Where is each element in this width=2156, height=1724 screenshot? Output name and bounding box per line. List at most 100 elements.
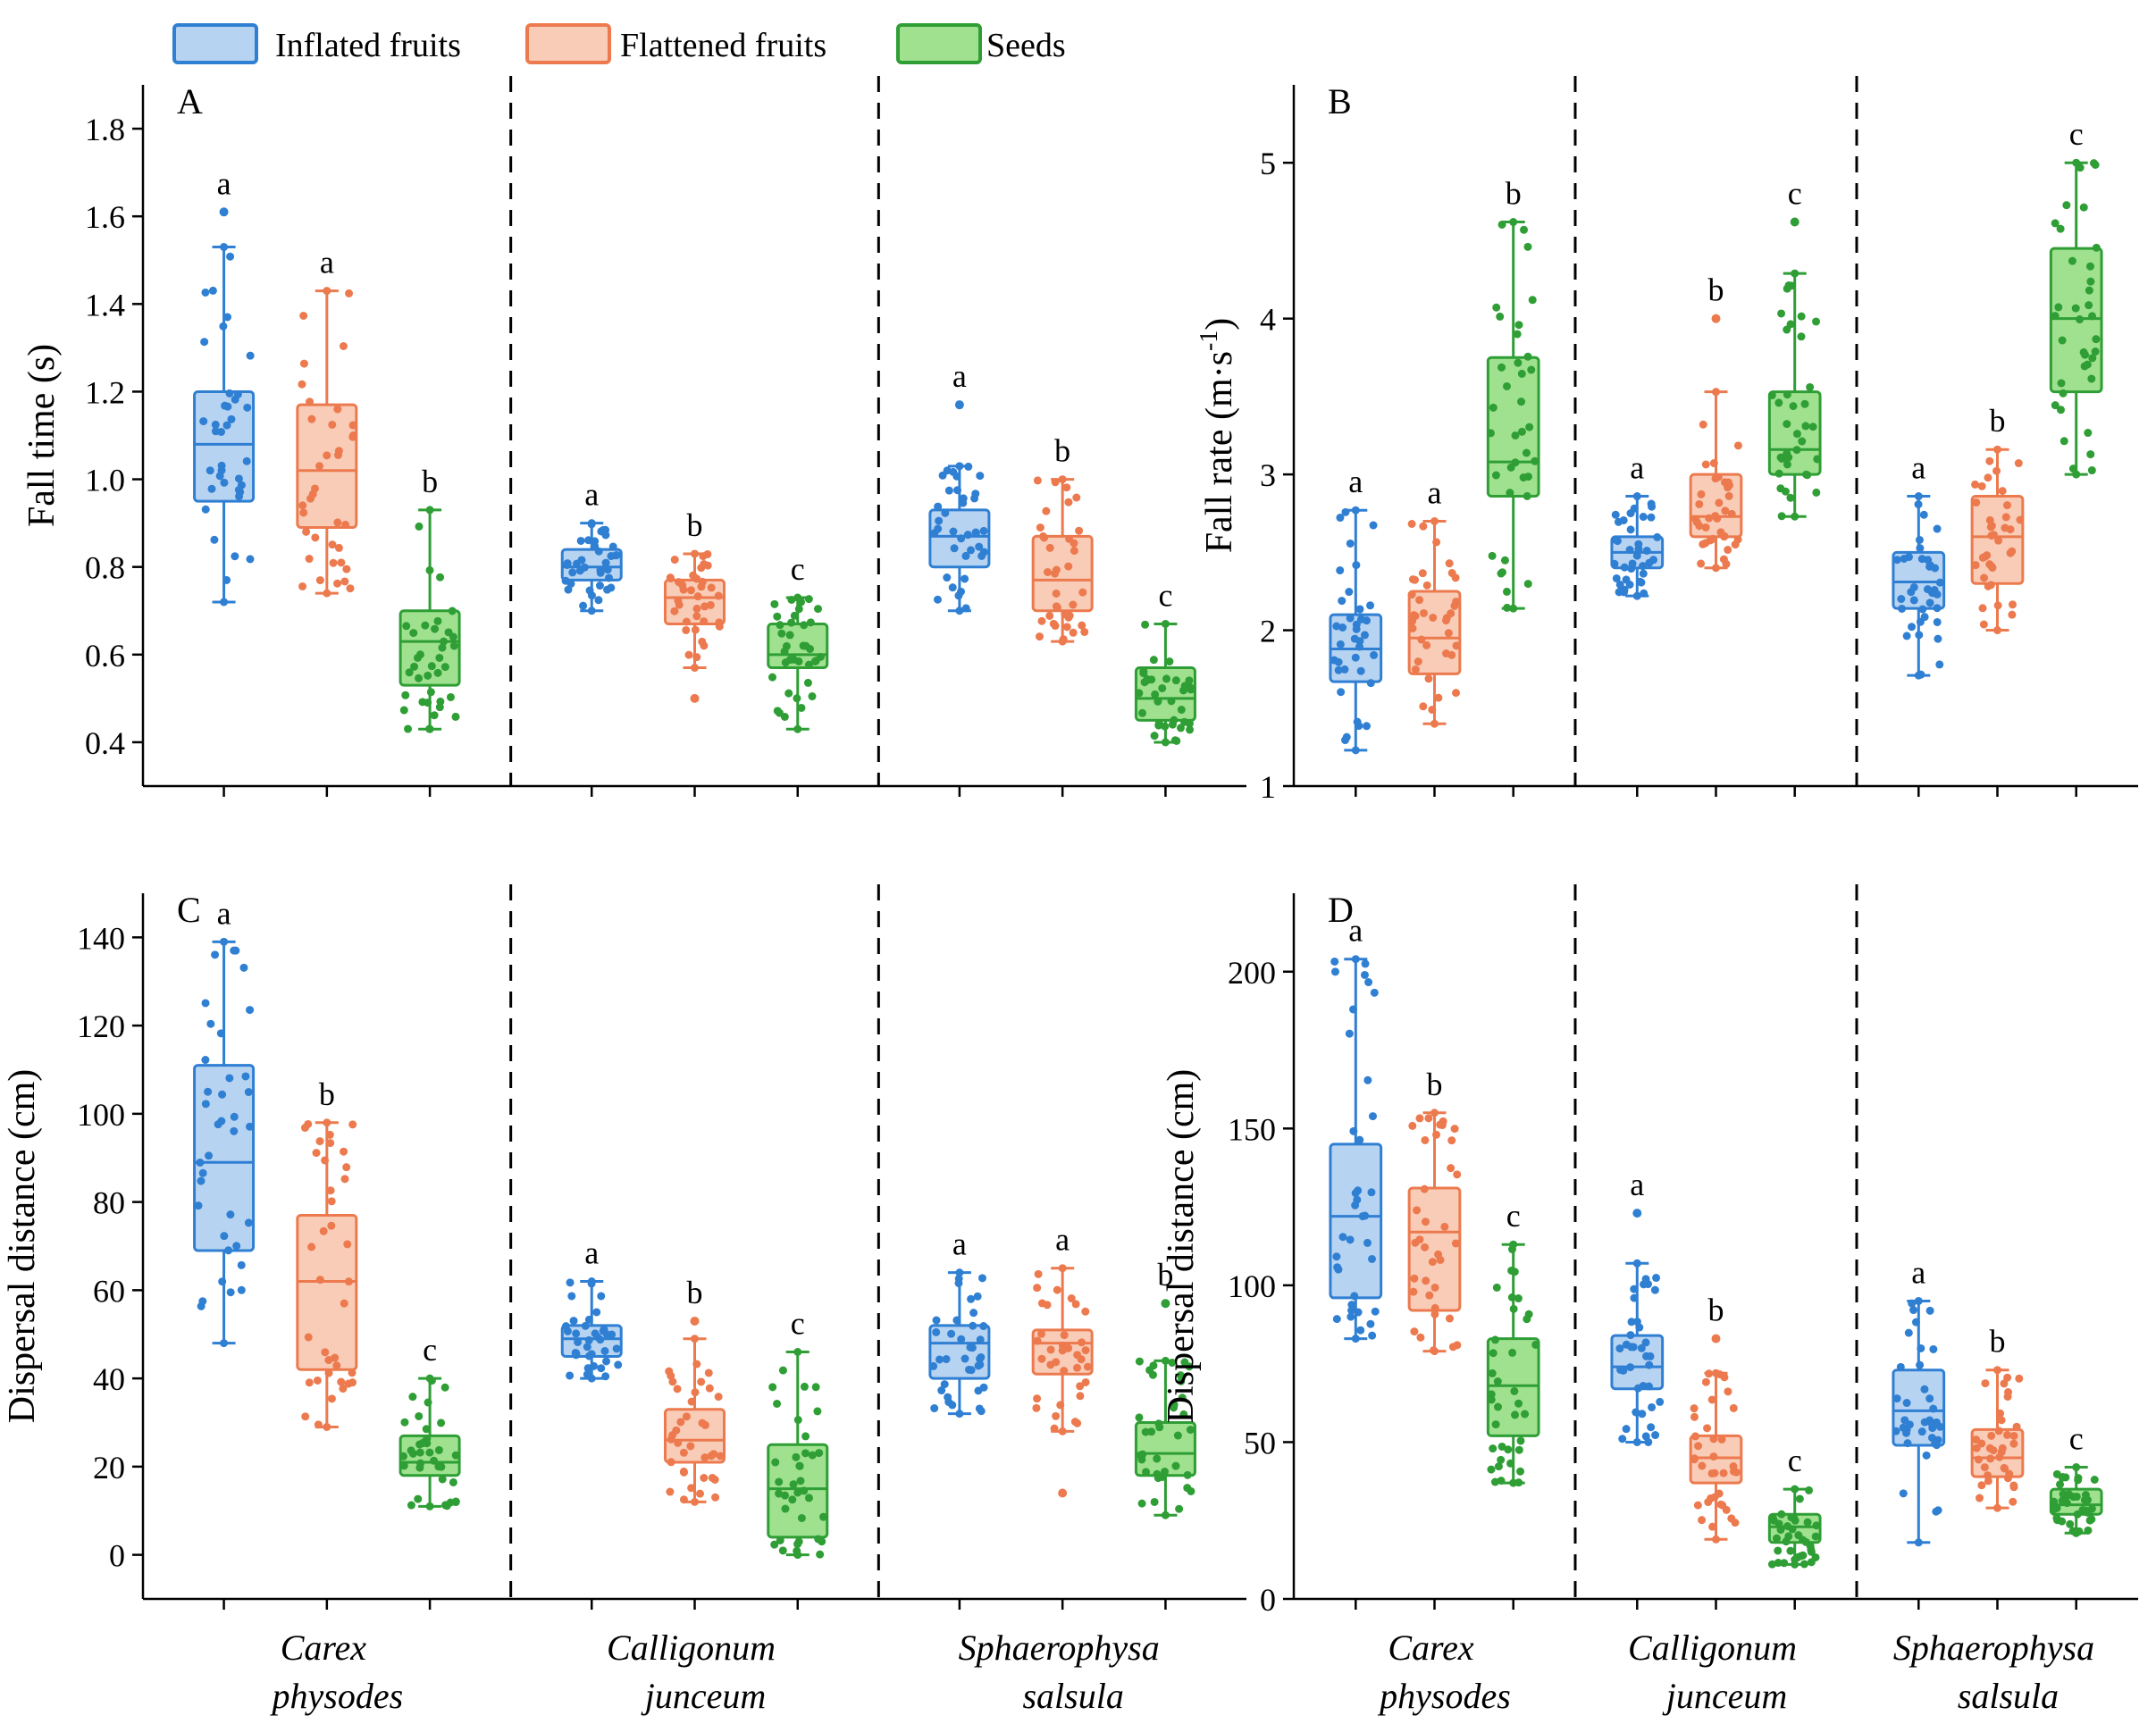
data-point: [2068, 256, 2076, 265]
data-point: [1500, 556, 1509, 565]
data-point: [587, 607, 596, 615]
data-point: [1917, 1343, 1925, 1352]
data-point: [434, 1445, 443, 1454]
data-point: [561, 576, 570, 585]
box-seeds-sphaerophysa-salsula: c: [2049, 1421, 2103, 1537]
data-point: [1487, 1465, 1496, 1474]
data-point: [1699, 420, 1707, 429]
data-point: [1806, 382, 1815, 391]
data-point: [1037, 1329, 1046, 1338]
data-point: [1148, 1370, 1157, 1379]
data-point: [1632, 1259, 1641, 1268]
data-point: [319, 1226, 328, 1235]
data-point: [407, 1501, 415, 1510]
data-point: [1929, 1344, 1938, 1353]
data-point: [1695, 499, 1704, 508]
data-point: [1356, 1326, 1365, 1335]
data-point: [1447, 1164, 1456, 1173]
data-point: [1037, 616, 1046, 625]
data-point: [1774, 398, 1783, 407]
data-point: [1332, 622, 1341, 631]
data-point: [1647, 513, 1656, 522]
data-point: [1419, 522, 1428, 531]
significance-letter: b: [1506, 176, 1522, 212]
data-point: [1527, 365, 1536, 374]
data-point: [2002, 1430, 2011, 1439]
data-point: [1497, 1477, 1506, 1485]
data-point: [801, 1432, 810, 1441]
data-point: [1419, 702, 1428, 711]
data-point: [2003, 1474, 2012, 1483]
data-point: [1418, 569, 1427, 578]
data-point: [1978, 553, 1987, 562]
data-point: [1997, 1416, 2006, 1425]
data-point: [1639, 569, 1648, 578]
data-point: [1409, 1287, 1418, 1296]
data-point: [218, 1277, 227, 1286]
data-point: [410, 662, 419, 671]
data-point: [595, 582, 604, 590]
data-point: [709, 1450, 718, 1459]
legend-swatch-flattened-fruits: [525, 23, 611, 64]
data-point: [340, 1299, 348, 1308]
data-point: [312, 1149, 321, 1158]
significance-letter: b: [1427, 1067, 1443, 1102]
data-point: [305, 1378, 314, 1387]
significance-letter: a: [1428, 474, 1442, 510]
data-point: [1774, 1546, 1783, 1555]
data-point: [1922, 1451, 1931, 1460]
data-point: [313, 1376, 322, 1385]
data-point: [1337, 688, 1346, 697]
outlier-point: [690, 693, 700, 703]
data-point: [2085, 262, 2094, 271]
data-point: [2086, 450, 2095, 459]
data-point: [1060, 1367, 1069, 1376]
y-tick-label: 4: [1260, 302, 1276, 338]
data-point: [1642, 1352, 1651, 1360]
data-point: [563, 559, 572, 568]
data-point: [321, 1348, 330, 1357]
y-tick-label: 80: [93, 1185, 125, 1221]
data-point: [1507, 1293, 1516, 1301]
data-point: [1058, 1264, 1067, 1273]
data-point: [793, 1416, 802, 1425]
data-point: [451, 712, 460, 721]
data-point: [1985, 456, 1994, 465]
data-point: [424, 1398, 432, 1407]
significance-letter: a: [1911, 450, 1925, 486]
data-point: [1653, 532, 1662, 541]
data-point: [569, 1317, 578, 1326]
data-point: [1076, 1382, 1085, 1391]
data-point: [2009, 1497, 2018, 1506]
data-point: [1165, 657, 1174, 666]
data-point: [793, 1551, 802, 1560]
data-point: [1162, 674, 1171, 683]
data-point: [1909, 596, 1918, 605]
data-point: [1077, 1355, 1086, 1364]
data-point: [1497, 568, 1506, 577]
data-point: [2081, 1506, 2090, 1515]
data-point: [775, 708, 784, 717]
legend-item-inflated-fruits: Inflated fruits: [172, 23, 461, 64]
data-point: [348, 1368, 357, 1377]
data-point: [795, 1461, 804, 1470]
data-point: [969, 1309, 978, 1318]
data-point: [1056, 1401, 1065, 1410]
data-point: [201, 1100, 210, 1109]
data-point: [1422, 640, 1431, 649]
data-point: [1509, 1478, 1518, 1487]
data-point: [216, 1029, 225, 1038]
data-point: [967, 1366, 976, 1375]
data-point: [1351, 653, 1360, 662]
data-point: [415, 522, 424, 531]
data-point: [1430, 1303, 1439, 1312]
data-point: [408, 1449, 417, 1458]
data-point: [1053, 1285, 1061, 1294]
data-point: [1346, 614, 1355, 623]
data-point: [1777, 309, 1786, 318]
data-point: [1712, 388, 1720, 397]
outlier-point: [1711, 314, 1721, 323]
panel-b: 1 2 3 4 5 Fall rate (m·s-1) Ba a b a b c a b c: [1195, 76, 2138, 805]
data-point: [1364, 978, 1373, 987]
data-point: [1729, 1403, 1738, 1412]
